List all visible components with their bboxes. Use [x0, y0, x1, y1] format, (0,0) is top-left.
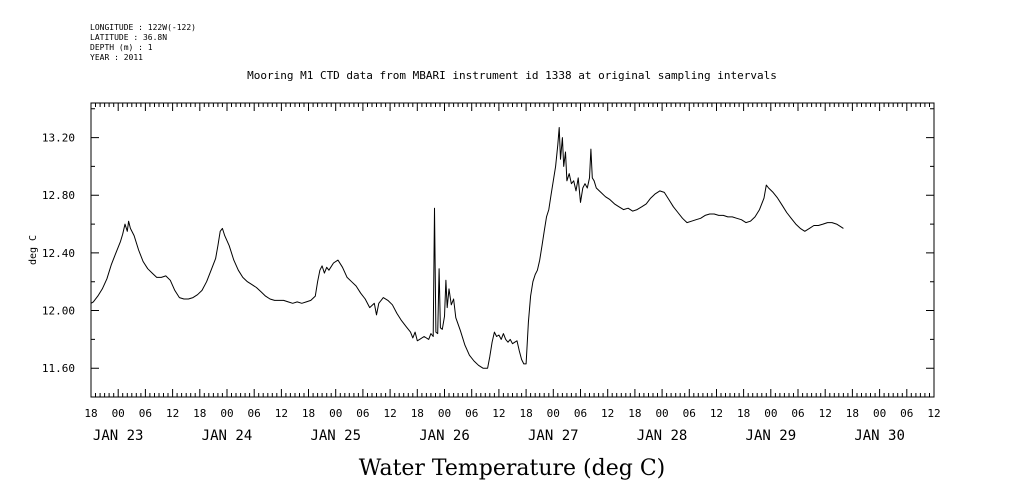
y-tick-label: 12.80: [42, 189, 75, 202]
x-tick-label: 18: [84, 407, 97, 420]
x-tick-label: 12: [601, 407, 614, 420]
x-day-label: JAN 30: [854, 428, 905, 444]
x-tick-label: 18: [302, 407, 315, 420]
x-day-labels: JAN 23 JAN 24 JAN 25 JAN 26 JAN 27 JAN 28 JAN …: [93, 428, 905, 444]
x-tick-label: 00: [329, 407, 342, 420]
x-tick-label: 06: [139, 407, 152, 420]
x-day-label: JAN 23: [93, 428, 144, 444]
x-day-label: JAN 25: [310, 428, 361, 444]
x-day-label: JAN 26: [419, 428, 470, 444]
x-tick-label: 00: [220, 407, 233, 420]
x-tick-label: 12: [710, 407, 723, 420]
meta-depth: DEPTH (m) : 1: [90, 43, 153, 52]
x-tick-label: 00: [655, 407, 668, 420]
x-tick-label: 06: [900, 407, 913, 420]
x-tick-label: 12: [819, 407, 832, 420]
x-tick-label: 00: [112, 407, 125, 420]
temperature-series-line: [90, 127, 844, 369]
x-tick-label: 18: [519, 407, 532, 420]
meta-year: YEAR : 2011: [90, 53, 143, 62]
x-tick-label: 12: [927, 407, 940, 420]
x-tick-label: 12: [384, 407, 397, 420]
x-tick-label: 00: [547, 407, 560, 420]
x-day-label: JAN 29: [746, 428, 797, 444]
x-tick-label: 06: [791, 407, 804, 420]
y-tick-labels: 11.60 12.00 12.40 12.80 13.20: [42, 132, 75, 376]
x-tick-label: 18: [846, 407, 859, 420]
x-tick-label: 00: [873, 407, 886, 420]
x-tick-label: 18: [737, 407, 750, 420]
x-tick-label: 12: [275, 407, 288, 420]
x-day-label: JAN 28: [637, 428, 688, 444]
series-group: [90, 127, 844, 369]
x-axis-title: Water Temperature (deg C): [359, 456, 666, 481]
x-tick-label: 06: [356, 407, 369, 420]
x-tick-label: 06: [683, 407, 696, 420]
y-tick-label: 12.00: [42, 305, 75, 318]
y-tick-label: 11.60: [42, 362, 75, 375]
axis-ticks: [90, 103, 935, 397]
meta-latitude: LATITUDE : 36.8N: [90, 33, 167, 42]
x-tick-label: 06: [574, 407, 587, 420]
chart-title: Mooring M1 CTD data from MBARI instrumen…: [247, 69, 777, 82]
x-tick-label: 00: [438, 407, 451, 420]
y-axis-label: deg C: [28, 235, 39, 265]
x-tick-label: 12: [492, 407, 505, 420]
x-tick-label: 18: [628, 407, 641, 420]
y-tick-label: 12.40: [42, 247, 75, 260]
x-tick-label: 18: [193, 407, 206, 420]
y-tick-label: 13.20: [42, 132, 75, 145]
tick-marks: [90, 103, 935, 397]
x-tick-label: 18: [411, 407, 424, 420]
x-tick-label: 06: [248, 407, 261, 420]
x-day-label: JAN 27: [528, 428, 579, 444]
x-day-label: JAN 24: [202, 428, 253, 444]
metadata-block: LONGITUDE : 122W(-122) LATITUDE : 36.8N …: [90, 23, 196, 62]
x-tick-label: 00: [764, 407, 777, 420]
x-tick-labels: 18 00 06 12 18 00 06 12 18 00 06 12 18 00 06 12 18 00 06 12…: [84, 407, 940, 420]
x-tick-label: 12: [166, 407, 179, 420]
x-tick-label: 06: [465, 407, 478, 420]
meta-longitude: LONGITUDE : 122W(-122): [90, 23, 196, 32]
